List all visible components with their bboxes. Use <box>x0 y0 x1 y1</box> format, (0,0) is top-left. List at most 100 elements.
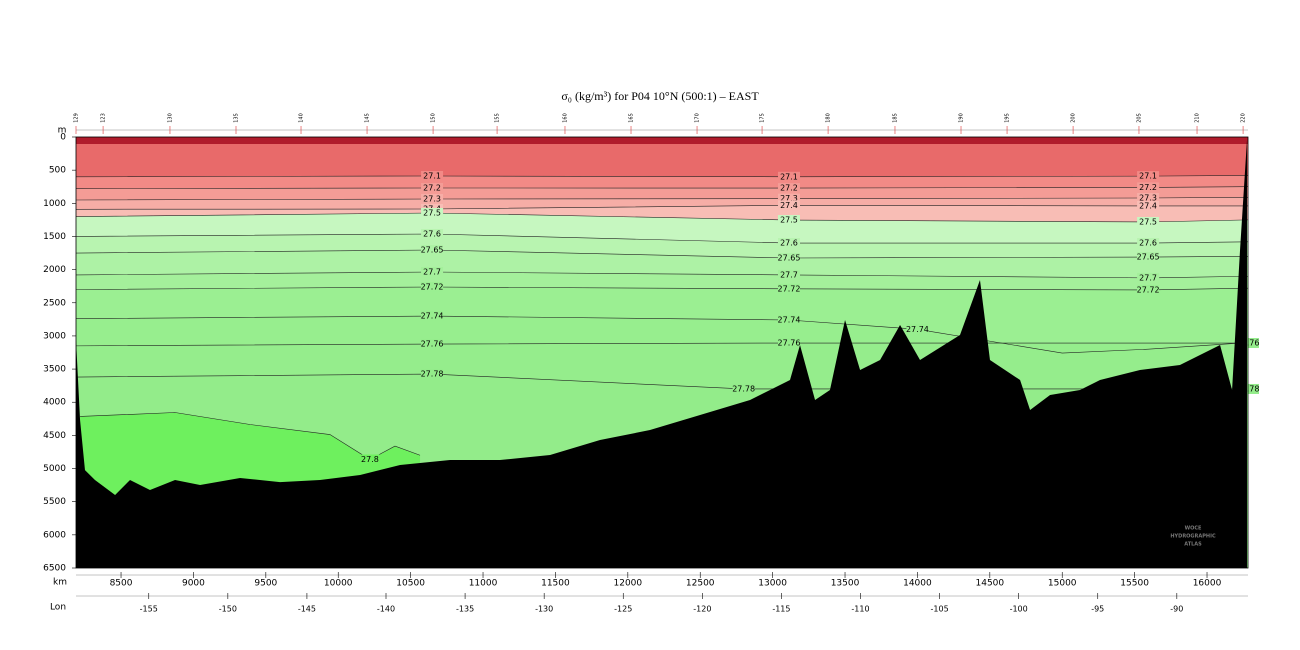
contour-label: 27.74 <box>421 312 444 321</box>
station-label: 210 <box>1195 113 1201 123</box>
contour-label: 27.7 <box>780 270 798 279</box>
contour-label-bg <box>777 200 800 211</box>
contour-label: 27.65 <box>778 254 801 263</box>
station-label: 195 <box>1005 113 1011 123</box>
x-tick-label: 14000 <box>903 579 932 589</box>
lon-tick-label: -130 <box>535 605 553 614</box>
lon-tick-label: -150 <box>219 605 237 614</box>
station-label: 129 <box>74 113 80 123</box>
x-tick-label: 13500 <box>831 579 860 589</box>
station-label: 123 <box>101 113 107 123</box>
lon-axis-label: Lon <box>50 603 66 613</box>
station-label: 205 <box>1136 113 1142 123</box>
y-tick-label: 4000 <box>43 398 66 408</box>
contour-label: 27.5 <box>423 208 441 217</box>
lon-tick-label: -120 <box>693 605 711 614</box>
lon-tick-label: -90 <box>1170 605 1183 614</box>
contour-label-bg <box>1137 171 1160 182</box>
contour-label: 27.76 <box>421 340 444 349</box>
contour-label: 27.5 <box>780 216 798 225</box>
station-label: 190 <box>959 113 965 123</box>
contour-label-bg <box>1137 238 1160 249</box>
station-label: 140 <box>299 113 305 123</box>
x-tick-label: 12500 <box>686 579 715 589</box>
watermark: Computer Generated <box>1151 551 1236 560</box>
plot-frame <box>75 136 1249 569</box>
contour-label-bg <box>777 238 800 249</box>
contour-label-bg <box>421 311 444 322</box>
lon-tick-label: -115 <box>772 605 790 614</box>
lon-tick-label: -140 <box>377 605 395 614</box>
contour-label-bg <box>777 183 800 194</box>
station-label: 145 <box>365 113 371 123</box>
station-label: 150 <box>431 113 437 123</box>
contour-label-bg <box>777 315 800 326</box>
y-tick-label: 500 <box>49 166 66 176</box>
lon-tick-label: -105 <box>931 605 949 614</box>
contour-label-bg <box>777 193 800 204</box>
x-tick-label: 11500 <box>541 579 570 589</box>
watermark: HYDROGRAPHIC <box>1170 534 1216 540</box>
station-label: 165 <box>629 113 635 123</box>
x-tick-label: 16000 <box>1193 579 1222 589</box>
sea-floor <box>76 139 1247 569</box>
contour-label: 27.2 <box>1139 183 1157 192</box>
contour-label-bg <box>421 182 444 193</box>
y-tick-label: 6000 <box>43 530 66 540</box>
contour-label: 27.65 <box>1137 253 1160 262</box>
contour-label-bg <box>777 215 800 226</box>
contour-label: 27.76 <box>778 339 801 348</box>
station-label: 135 <box>234 113 240 123</box>
contour-line <box>80 412 421 460</box>
station-label: 185 <box>892 113 898 123</box>
x-tick-label: 14500 <box>976 579 1005 589</box>
contour-label-bg <box>1137 284 1160 295</box>
contour-label: 27.3 <box>423 194 441 203</box>
y-tick-label: 3500 <box>43 365 66 375</box>
x-tick-label: 9500 <box>254 579 277 589</box>
contour-label: 27.3 <box>1139 194 1157 203</box>
contour-label: 27.72 <box>421 282 444 291</box>
y-tick-label: 2500 <box>43 298 66 308</box>
contour-label: 27.4 <box>780 201 798 210</box>
contour-label: 27.4 <box>1139 201 1157 210</box>
x-tick-label: 10000 <box>324 579 353 589</box>
contour-label-bg <box>421 244 444 255</box>
station-label: 220 <box>1241 113 1247 123</box>
x-tick-label: 11000 <box>469 579 498 589</box>
station-label: 155 <box>495 113 501 123</box>
contour-label: 27.6 <box>1139 239 1157 248</box>
contour-label: 27.1 <box>780 172 798 181</box>
y-tick-label: 2000 <box>43 265 66 275</box>
contour-label: 27.2 <box>780 184 798 193</box>
contour-label: 27.7 <box>423 268 441 277</box>
y-tick-label: 5000 <box>43 464 66 474</box>
lon-tick-label: -110 <box>851 605 869 614</box>
lon-tick-label: -145 <box>298 605 316 614</box>
contour-label-bg <box>1137 217 1160 228</box>
y-tick-label: 4500 <box>43 431 66 441</box>
contour-label-bg <box>777 253 800 264</box>
contour-label-bg <box>777 283 800 294</box>
contour-label-bg <box>421 339 444 350</box>
contour-label-bg <box>421 281 444 292</box>
contour-label-bg <box>1137 200 1160 211</box>
lon-tick-label: -155 <box>140 605 158 614</box>
contour-label: 27.5 <box>1139 218 1157 227</box>
contour-label-bg <box>777 269 800 280</box>
contour-label-bg <box>1137 182 1160 193</box>
lon-tick-label: -95 <box>1091 605 1104 614</box>
station-label: 160 <box>562 113 568 123</box>
lon-tick-label: -125 <box>614 605 632 614</box>
contour-label: 27.65 <box>421 245 444 254</box>
x-tick-label: 15500 <box>1120 579 1149 589</box>
x-tick-label: 15000 <box>1048 579 1077 589</box>
y-tick-label: 5500 <box>43 497 66 507</box>
contour-label: 27.3 <box>780 194 798 203</box>
y-tick-label: 1500 <box>43 232 66 242</box>
y-tick-label: 6500 <box>43 564 66 574</box>
contour-label-bg <box>421 170 444 181</box>
contour-label-bg <box>777 171 800 182</box>
lon-tick-label: -135 <box>456 605 474 614</box>
